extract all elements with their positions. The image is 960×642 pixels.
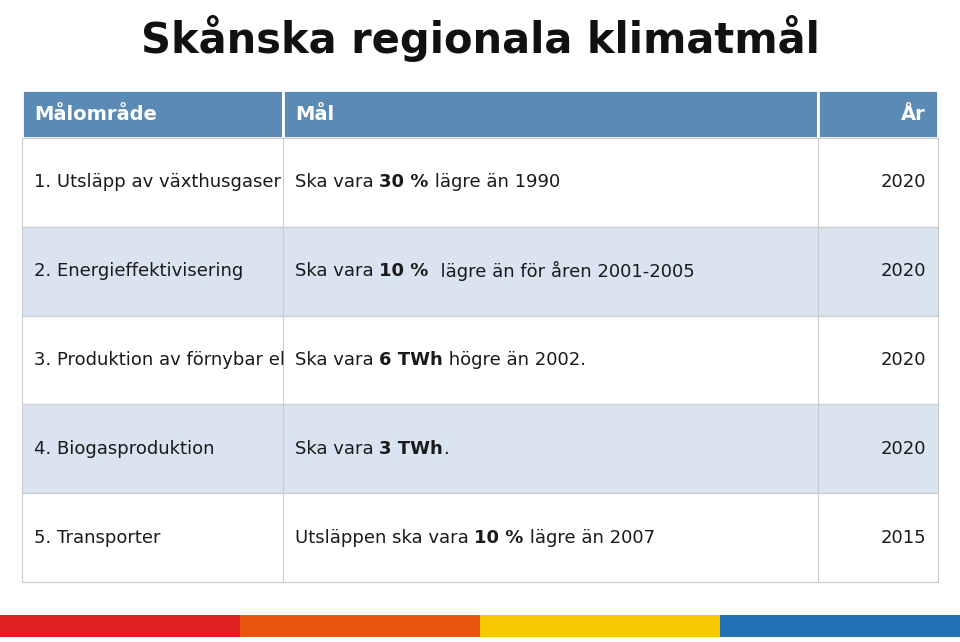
Text: 2020: 2020 <box>880 440 926 458</box>
Text: 10 %: 10 % <box>379 262 429 280</box>
Text: Ska vara: Ska vara <box>295 351 379 369</box>
Text: Ska vara: Ska vara <box>295 262 379 280</box>
Bar <box>22 227 938 316</box>
Text: 2020: 2020 <box>880 351 926 369</box>
Bar <box>22 493 938 582</box>
Bar <box>720 615 960 637</box>
Bar <box>22 316 938 404</box>
Text: högre än 2002.: högre än 2002. <box>444 351 587 369</box>
Text: Ska vara: Ska vara <box>295 173 379 191</box>
Bar <box>22 404 938 493</box>
Text: Ska vara: Ska vara <box>295 440 379 458</box>
Text: 10 %: 10 % <box>474 528 524 546</box>
Text: 1. Utsläpp av växthusgaser: 1. Utsläpp av växthusgaser <box>34 173 281 191</box>
Text: 4. Biogasproduktion: 4. Biogasproduktion <box>34 440 214 458</box>
Text: 5. Transporter: 5. Transporter <box>34 528 160 546</box>
Text: Skånska regionala klimatmål: Skånska regionala klimatmål <box>140 15 820 62</box>
Bar <box>283 90 818 138</box>
Text: lägre än 1990: lägre än 1990 <box>429 173 560 191</box>
Bar <box>818 90 938 138</box>
Text: .: . <box>444 440 449 458</box>
Text: 2020: 2020 <box>880 262 926 280</box>
Text: 2. Energieffektivisering: 2. Energieffektivisering <box>34 262 243 280</box>
Text: Utsläppen ska vara: Utsläppen ska vara <box>295 528 474 546</box>
Text: 3 TWh: 3 TWh <box>379 440 444 458</box>
Text: 2015: 2015 <box>880 528 926 546</box>
Bar <box>240 615 480 637</box>
Text: 6 TWh: 6 TWh <box>379 351 444 369</box>
Text: Mål: Mål <box>295 105 334 123</box>
Bar <box>0 615 240 637</box>
Bar <box>22 90 283 138</box>
Text: 2020: 2020 <box>880 173 926 191</box>
Text: År: År <box>901 105 926 123</box>
Text: 3. Produktion av förnybar el: 3. Produktion av förnybar el <box>34 351 285 369</box>
Text: lägre än för åren 2001-2005: lägre än för åren 2001-2005 <box>429 261 694 281</box>
Text: lägre än 2007: lägre än 2007 <box>524 528 655 546</box>
Text: 30 %: 30 % <box>379 173 429 191</box>
Text: Målområde: Målområde <box>34 105 156 123</box>
Bar <box>22 138 938 227</box>
Bar <box>480 615 720 637</box>
